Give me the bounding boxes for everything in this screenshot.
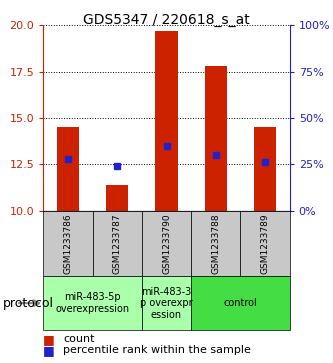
- Bar: [191, 276, 290, 330]
- Bar: [106, 185, 128, 211]
- Text: control: control: [223, 298, 257, 308]
- Text: GDS5347 / 220618_s_at: GDS5347 / 220618_s_at: [83, 13, 250, 27]
- Bar: [156, 31, 177, 211]
- Bar: [43, 211, 93, 276]
- Text: miR-483-3
p overexpr
ession: miR-483-3 p overexpr ession: [140, 286, 193, 320]
- Bar: [93, 211, 142, 276]
- Text: ■: ■: [43, 333, 55, 346]
- Text: GSM1233789: GSM1233789: [260, 213, 270, 274]
- Text: GSM1233790: GSM1233790: [162, 213, 171, 274]
- Text: ■: ■: [43, 344, 55, 357]
- Bar: [205, 66, 227, 211]
- Text: GSM1233786: GSM1233786: [63, 213, 73, 274]
- Bar: [142, 276, 191, 330]
- Bar: [240, 211, 290, 276]
- Bar: [191, 211, 240, 276]
- Bar: [142, 211, 191, 276]
- Bar: [43, 276, 142, 330]
- Text: protocol: protocol: [3, 297, 54, 310]
- Bar: [254, 127, 276, 211]
- Bar: [57, 127, 79, 211]
- Text: miR-483-5p
overexpression: miR-483-5p overexpression: [56, 292, 130, 314]
- Text: percentile rank within the sample: percentile rank within the sample: [63, 345, 251, 355]
- Text: count: count: [63, 334, 95, 344]
- Text: GSM1233788: GSM1233788: [211, 213, 220, 274]
- Text: GSM1233787: GSM1233787: [113, 213, 122, 274]
